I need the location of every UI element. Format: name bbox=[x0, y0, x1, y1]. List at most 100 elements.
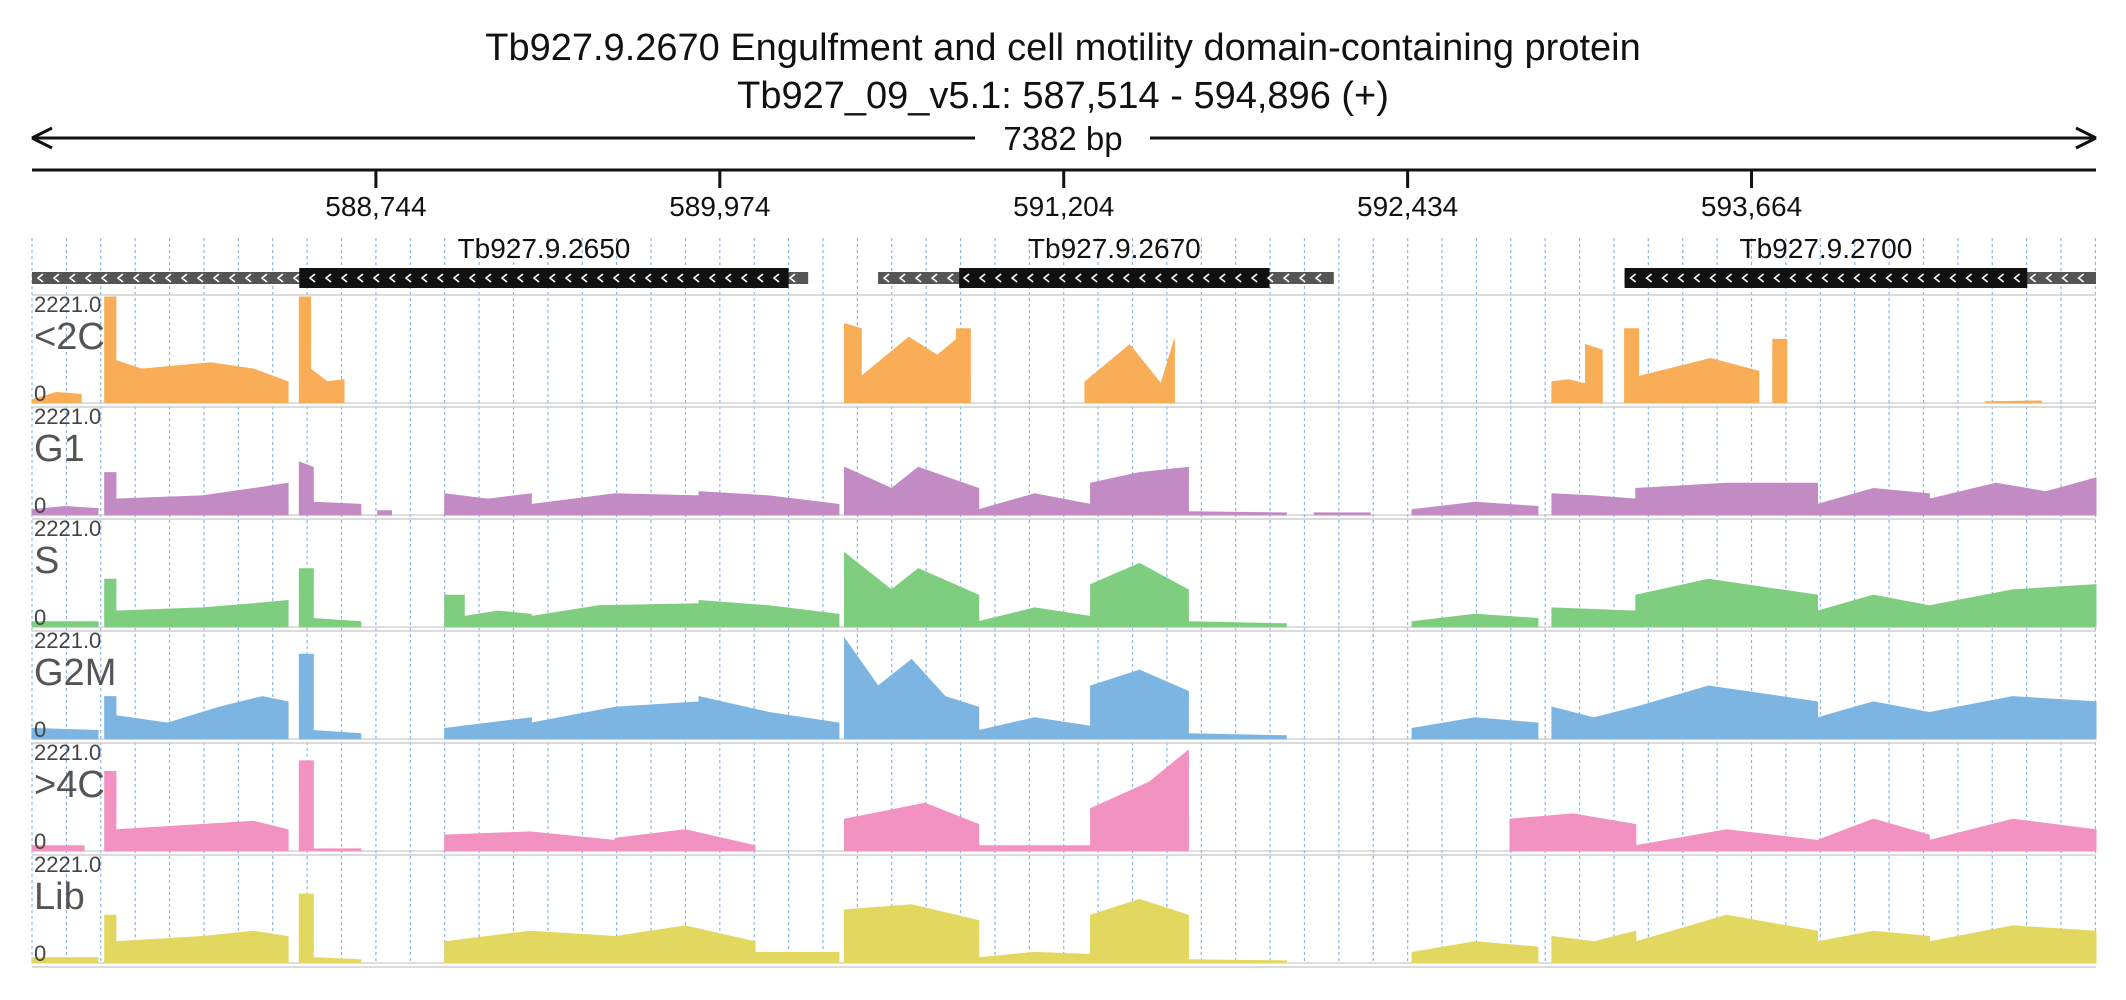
coverage-area bbox=[1635, 829, 1819, 852]
coverage-area bbox=[1772, 338, 1788, 404]
coverage-area bbox=[843, 322, 862, 404]
track-ymax-label: 2221.0 bbox=[34, 516, 101, 541]
coverage-area bbox=[1928, 925, 2097, 964]
coverage-area bbox=[698, 599, 840, 628]
coverage-area bbox=[312, 848, 362, 852]
coverage-area bbox=[1816, 930, 1930, 964]
coverage-area bbox=[31, 845, 85, 852]
coverage-area bbox=[1551, 930, 1637, 964]
track-label: <2C bbox=[34, 316, 105, 358]
coverage-area bbox=[1928, 477, 2097, 516]
axis-tick-label: 593,664 bbox=[1701, 191, 1802, 222]
coverage-area bbox=[843, 466, 980, 516]
track-ymin-label: 0 bbox=[34, 493, 46, 518]
coverage-area bbox=[1187, 621, 1287, 628]
coverage-area bbox=[614, 925, 756, 964]
coverage-area bbox=[1411, 501, 1539, 516]
coverage-area bbox=[298, 296, 312, 404]
coverage-area bbox=[444, 594, 465, 628]
coverage-area bbox=[978, 607, 1092, 628]
coverage-area bbox=[1090, 466, 1189, 516]
coverage-area bbox=[444, 930, 616, 964]
coverage-area bbox=[115, 696, 289, 740]
coverage-area bbox=[1816, 818, 1930, 852]
strand-arrow-icon bbox=[882, 273, 1322, 283]
coverage-area bbox=[1551, 493, 1637, 516]
coverage-area bbox=[1635, 685, 1819, 740]
coverage-area bbox=[1090, 749, 1189, 852]
gene-model: Tb927.9.2700 bbox=[1624, 233, 2096, 288]
gene-cds bbox=[299, 268, 789, 288]
span-right-arrow-icon bbox=[2075, 126, 2097, 150]
coverage-area bbox=[1509, 813, 1637, 852]
strand-arrow-icon bbox=[36, 273, 796, 283]
track-ymin-label: 0 bbox=[34, 717, 46, 742]
coverage-track: 2221.0>4C 0 bbox=[31, 740, 2097, 854]
coverage-area bbox=[1090, 898, 1189, 964]
coverage-area bbox=[1984, 400, 2042, 404]
coverage-area bbox=[1816, 487, 1930, 516]
gene-label: Tb927.9.2700 bbox=[1740, 233, 1913, 264]
coverage-area bbox=[104, 914, 117, 964]
coverage-tracks: 2221.0<2C02221.0G102221.0S02221.0G2M0222… bbox=[31, 292, 2097, 968]
coverage-area bbox=[312, 729, 362, 740]
span-left-arrow-icon bbox=[31, 126, 53, 150]
coverage-area bbox=[1638, 357, 1760, 404]
coverage-area bbox=[1816, 594, 1930, 628]
figure-title: Tb927.9.2670 Engulfment and cell motilit… bbox=[485, 27, 1640, 69]
strand-arrow-icon bbox=[1629, 273, 2085, 283]
coverage-area bbox=[298, 461, 314, 516]
track-label: G1 bbox=[34, 428, 85, 470]
coverage-area bbox=[978, 951, 1092, 964]
axis-ticks: 588,744 589,974 591,204 592,434 593,664 bbox=[325, 170, 1802, 222]
coverage-area bbox=[104, 696, 117, 740]
coverage-area bbox=[698, 491, 840, 516]
track-ymin-label: 0 bbox=[34, 381, 46, 406]
coverage-area bbox=[843, 551, 980, 628]
track-ymax-label: 2221.0 bbox=[34, 740, 101, 765]
coverage-area bbox=[1551, 706, 1637, 740]
track-ymin-label: 0 bbox=[34, 941, 46, 966]
gene-label: Tb927.9.2670 bbox=[1028, 233, 1201, 264]
coverage-area bbox=[978, 845, 1092, 852]
axis-tick-label: 592,434 bbox=[1357, 191, 1458, 222]
coverage-area bbox=[309, 368, 345, 404]
coverage-area bbox=[614, 829, 756, 852]
genomic-axis: 588,744 589,974 591,204 592,434 593,664 bbox=[32, 168, 2096, 222]
coverage-area bbox=[754, 951, 840, 964]
coverage-area bbox=[1624, 328, 1640, 404]
coverage-area bbox=[1187, 959, 1287, 964]
coverage-area bbox=[444, 831, 616, 852]
track-label: G2M bbox=[34, 652, 116, 694]
coverage-area bbox=[1551, 607, 1637, 628]
coverage-track: 2221.0S 0 bbox=[31, 516, 2097, 630]
coverage-area bbox=[1313, 512, 1371, 516]
coverage-area bbox=[1187, 733, 1287, 740]
coverage-area bbox=[104, 296, 117, 404]
coverage-area bbox=[31, 727, 99, 740]
coverage-area bbox=[1816, 701, 1930, 740]
figure-coordinates: Tb927_09_v5.1: 587,514 - 594,896 (+) bbox=[737, 75, 1389, 117]
coverage-area bbox=[463, 610, 532, 628]
coverage-area bbox=[843, 802, 980, 852]
gene-label: Tb927.9.2650 bbox=[458, 233, 631, 264]
coverage-area bbox=[530, 493, 700, 516]
track-label: >4C bbox=[34, 764, 105, 806]
coverage-area bbox=[298, 653, 314, 740]
coverage-area bbox=[1411, 717, 1539, 740]
axis-tick-label: 589,974 bbox=[669, 191, 770, 222]
coverage-area bbox=[104, 578, 117, 628]
coverage-area bbox=[1928, 818, 2097, 852]
coverage-area bbox=[860, 336, 957, 404]
coverage-area bbox=[115, 820, 289, 852]
axis-tick-label: 591,204 bbox=[1013, 191, 1114, 222]
coverage-area bbox=[1187, 511, 1287, 516]
coverage-area bbox=[115, 359, 289, 404]
coverage-area bbox=[444, 493, 532, 516]
coverage-area bbox=[31, 621, 99, 628]
coverage-area bbox=[312, 501, 362, 516]
coverage-area bbox=[843, 904, 980, 964]
coverage-track: 2221.0G1 0 bbox=[31, 404, 2097, 518]
track-ymax-label: 2221.0 bbox=[34, 852, 101, 877]
